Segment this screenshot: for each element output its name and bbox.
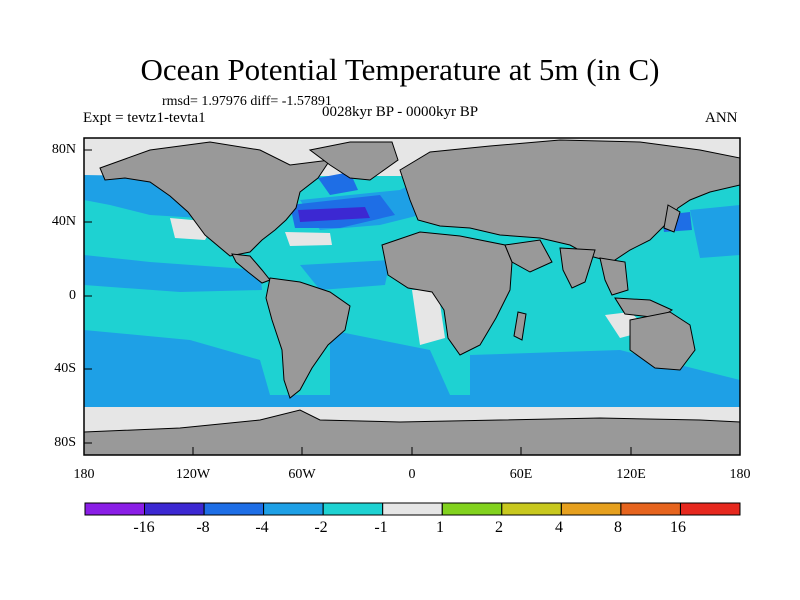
colorbar-box bbox=[84, 502, 145, 516]
colorbar-label: 16 bbox=[670, 519, 686, 536]
central-atlantic-pale-patch bbox=[285, 232, 332, 246]
south-pacific-cool-band bbox=[84, 330, 270, 395]
experiment-label: Expt = tevtz1-tevta1 bbox=[83, 110, 206, 126]
land-greenland bbox=[308, 141, 399, 181]
colorbar-box bbox=[441, 502, 503, 516]
lat-label-0: 0 bbox=[69, 288, 76, 303]
southern-indian-cool-band bbox=[470, 350, 740, 395]
colorbar-box bbox=[144, 502, 205, 516]
equatorial-pacific-cool-band bbox=[84, 255, 262, 292]
west-pacific-cool-band bbox=[690, 205, 740, 258]
rmsd-diff-stats: rmsd= 1.97976 diff= -1.57891 bbox=[162, 94, 332, 109]
south-atlantic-cool-band bbox=[330, 330, 450, 395]
gulf-stream-core-anomaly bbox=[298, 207, 370, 222]
south-atlantic-pale-patch bbox=[412, 290, 445, 345]
land-australia bbox=[629, 311, 696, 371]
colorbar-box bbox=[263, 502, 324, 516]
lat-label-40s: 40S bbox=[54, 361, 76, 376]
colorbar-label: -2 bbox=[314, 519, 328, 536]
land-madagascar bbox=[513, 311, 527, 341]
land-eurasia bbox=[399, 139, 741, 263]
lat-label-80s: 80S bbox=[54, 435, 76, 450]
colorbar-box bbox=[620, 502, 681, 516]
lon-label-0: 0 bbox=[408, 467, 416, 482]
lat-label-40n: 40N bbox=[51, 214, 76, 229]
colorbar-label: 2 bbox=[495, 519, 503, 536]
colorbar-label: -16 bbox=[133, 519, 155, 536]
lat-label-80n: 80N bbox=[51, 142, 76, 157]
period-label: 0028kyr BP - 0000kyr BP bbox=[322, 104, 479, 120]
colorbar-box bbox=[501, 502, 562, 516]
land-india bbox=[559, 247, 596, 289]
labrador-sea-anomaly bbox=[318, 172, 358, 195]
lat-ticks bbox=[84, 149, 92, 444]
season-label: ANN bbox=[705, 110, 738, 126]
lon-label-120e: 120E bbox=[616, 467, 646, 482]
land-africa bbox=[381, 231, 513, 356]
land-arabia bbox=[504, 239, 553, 273]
land-south-america bbox=[265, 277, 351, 399]
land-central-america bbox=[231, 253, 271, 284]
land-southeast-asia bbox=[599, 257, 629, 296]
colorbar-box bbox=[560, 502, 622, 516]
colorbar-box bbox=[382, 502, 443, 516]
land-masses bbox=[83, 139, 741, 456]
colorbar-label: -1 bbox=[374, 519, 388, 536]
colorbar-box bbox=[203, 502, 265, 516]
lon-label-180w: 180 bbox=[73, 467, 95, 482]
lon-label-60w: 60W bbox=[288, 467, 316, 482]
colorbar-label: -8 bbox=[196, 519, 210, 536]
tropical-atlantic-cool-band bbox=[300, 260, 390, 290]
colorbar-box bbox=[680, 502, 741, 516]
colorbar-label: -4 bbox=[255, 519, 269, 536]
antarctic-fringe-band bbox=[84, 395, 740, 407]
lon-ticks bbox=[83, 447, 741, 455]
lon-label-60e: 60E bbox=[509, 467, 533, 482]
lon-label-120w: 120W bbox=[175, 467, 211, 482]
colorbar-label: 1 bbox=[436, 519, 444, 536]
map-title: Ocean Potential Temperature at 5m (in C) bbox=[140, 52, 660, 87]
land-japan bbox=[663, 204, 681, 233]
colorbar-label: 8 bbox=[614, 519, 622, 536]
colorbar-box bbox=[322, 502, 384, 516]
colorbar bbox=[84, 502, 741, 516]
lon-label-180e: 180 bbox=[729, 467, 751, 482]
land-north-america bbox=[99, 141, 332, 257]
colorbar-label: 4 bbox=[555, 519, 563, 536]
